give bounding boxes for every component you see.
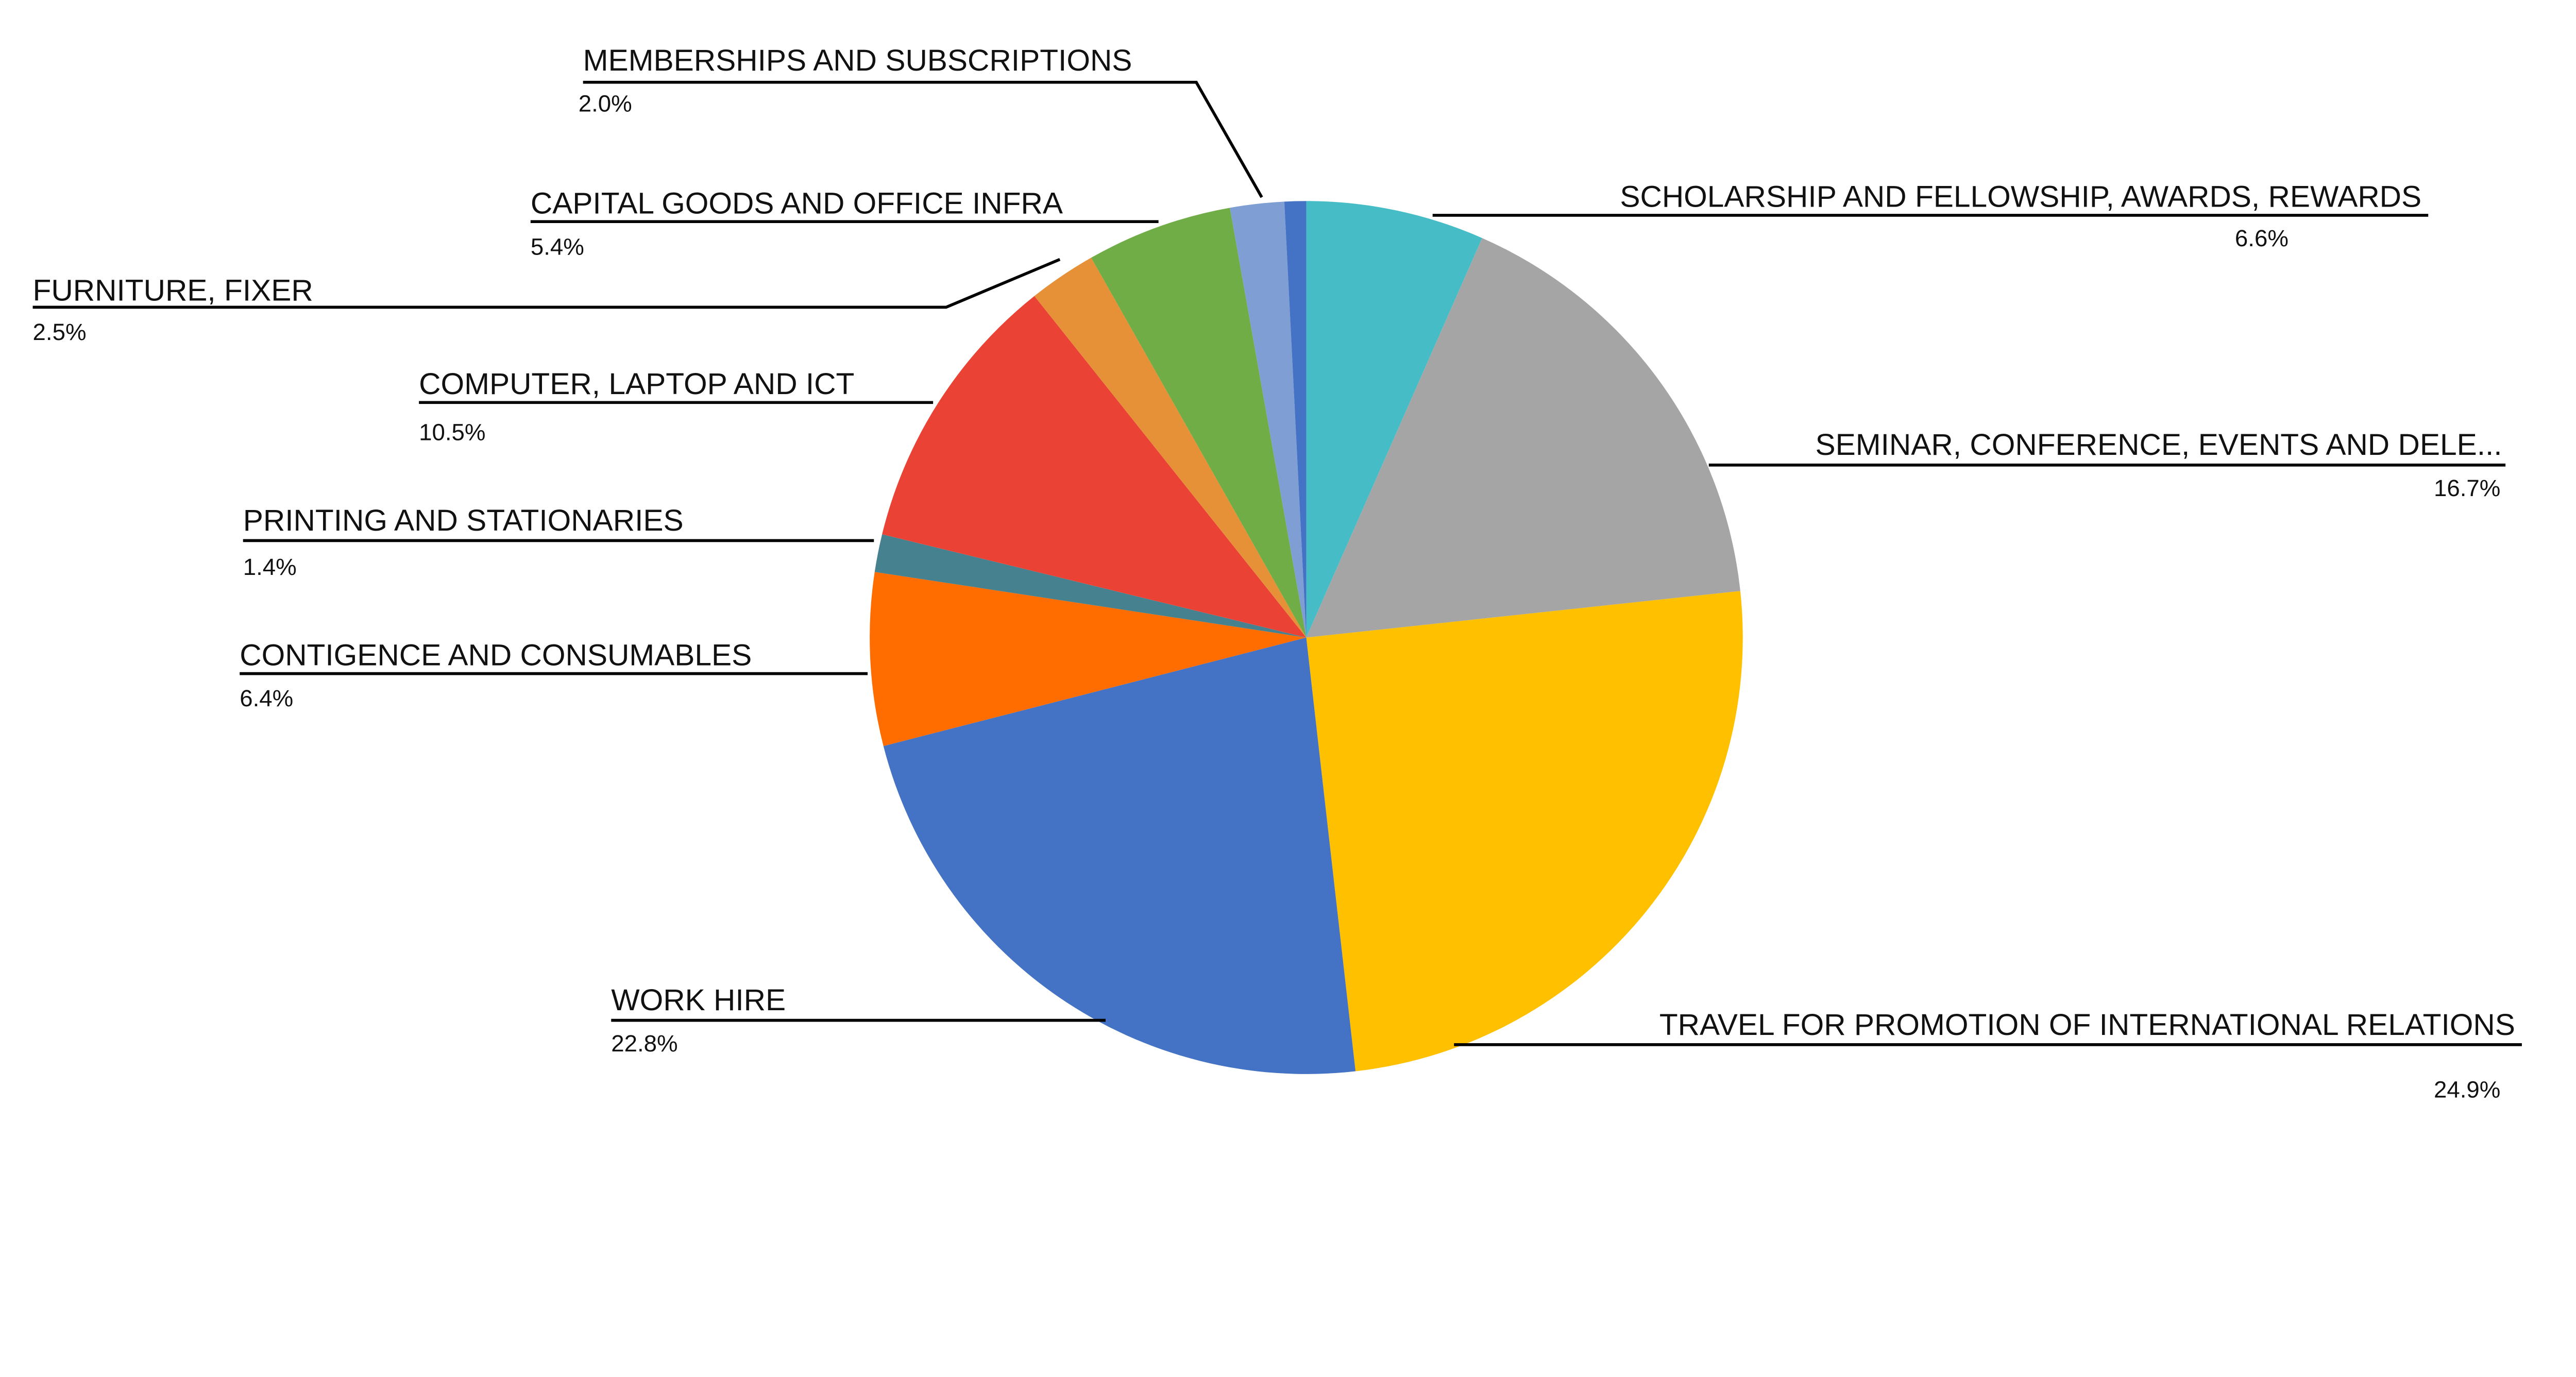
leader-lines [32, 80, 2522, 1046]
slice-percent-label: 16.7% [2434, 475, 2500, 501]
slice-label: CAPITAL GOODS AND OFFICE INFRA [531, 187, 1063, 220]
slice-label: MEMBERSHIPS AND SUBSCRIPTIONS [583, 44, 1132, 77]
slice-percent-label: 5.4% [531, 234, 584, 260]
pie-slice [1306, 238, 1740, 638]
pie-slice [1284, 201, 1307, 638]
slice-percent-label: 6.6% [2235, 225, 2289, 251]
pie-slice [1034, 258, 1307, 638]
slice-percent-label: 2.5% [33, 319, 87, 345]
pie-slice [1230, 201, 1307, 638]
slice-percent-label: 1.4% [243, 554, 297, 580]
slice-label: CONTIGENCE AND CONSUMABLES [240, 638, 752, 672]
pie-slice [1091, 208, 1307, 638]
slice-label: SEMINAR, CONFERENCE, EVENTS AND DELE... [1816, 428, 2502, 462]
slice-label: COMPUTER, LAPTOP AND ICT [419, 367, 854, 401]
slice-label: SCHOLARSHIP AND FELLOWSHIP, AWARDS, REWA… [1620, 180, 2421, 214]
slice-percent-label: 6.4% [240, 685, 293, 711]
pie-slice [874, 534, 1307, 638]
pie-slices [870, 201, 1743, 1074]
pie-slice [1306, 201, 1482, 638]
slice-label: FURNITURE, FIXER [33, 274, 313, 307]
slice-labels: SCHOLARSHIP AND FELLOWSHIP, AWARDS, REWA… [33, 44, 2515, 1103]
leader-line [583, 80, 1263, 198]
slice-label: TRAVEL FOR PROMOTION OF INTERNATIONAL RE… [1659, 1008, 2515, 1042]
pie-slice [1306, 591, 1743, 1072]
slice-percent-label: 22.8% [611, 1030, 677, 1057]
slice-label: PRINTING AND STATIONARIES [243, 504, 684, 537]
slice-percent-label: 2.0% [579, 91, 632, 117]
pie-slice [882, 296, 1307, 638]
slice-label: WORK HIRE [611, 983, 786, 1017]
pie-slice [870, 572, 1307, 746]
slice-percent-label: 10.5% [419, 419, 485, 446]
leader-line [32, 258, 1061, 309]
pie-slice [883, 637, 1356, 1074]
slice-percent-label: 24.9% [2434, 1077, 2500, 1103]
pie-chart: SCHOLARSHIP AND FELLOWSHIP, AWARDS, REWA… [32, 44, 2522, 1103]
